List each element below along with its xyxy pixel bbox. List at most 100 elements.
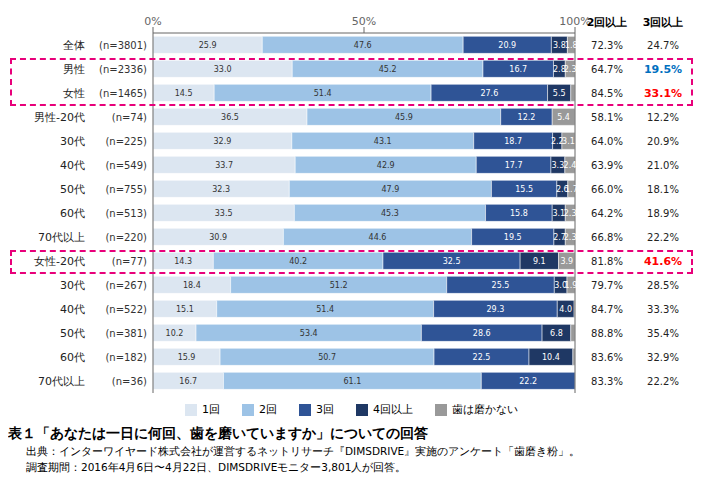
svg-text:72.3%: 72.3%: [591, 40, 623, 51]
svg-text:5.5: 5.5: [553, 89, 566, 98]
svg-text:男性-20代: 男性-20代: [34, 111, 85, 124]
svg-text:2.3: 2.3: [564, 209, 577, 218]
svg-text:79.7%: 79.7%: [591, 280, 623, 291]
svg-text:12.2%: 12.2%: [647, 112, 679, 123]
svg-text:14.3: 14.3: [174, 257, 192, 266]
svg-text:70代以上: 70代以上: [38, 231, 85, 244]
svg-text:全体: 全体: [63, 39, 85, 52]
svg-text:0%: 0%: [144, 15, 161, 28]
svg-text:4.0: 4.0: [559, 305, 572, 314]
svg-text:64.0%: 64.0%: [591, 136, 623, 147]
svg-text:16.7: 16.7: [179, 377, 197, 386]
svg-text:33.5: 33.5: [215, 209, 233, 218]
svg-text:32.9%: 32.9%: [647, 352, 679, 363]
svg-text:58.1%: 58.1%: [591, 112, 623, 123]
svg-text:(n=77): (n=77): [112, 256, 147, 267]
svg-text:6.8: 6.8: [550, 329, 563, 338]
svg-text:18.9%: 18.9%: [647, 208, 679, 219]
svg-text:81.8%: 81.8%: [591, 256, 623, 267]
svg-text:64.2%: 64.2%: [591, 208, 623, 219]
svg-text:(n=381): (n=381): [105, 328, 147, 339]
svg-text:21.0%: 21.0%: [647, 160, 679, 171]
svg-text:70代以上: 70代以上: [38, 375, 85, 388]
svg-text:42.9: 42.9: [377, 161, 395, 170]
svg-text:3.3: 3.3: [552, 161, 565, 170]
svg-text:1.7: 1.7: [565, 185, 578, 194]
svg-text:30代: 30代: [60, 279, 85, 292]
svg-text:33.3%: 33.3%: [647, 304, 679, 315]
svg-text:60代: 60代: [60, 351, 85, 364]
svg-text:(n=1465): (n=1465): [99, 88, 147, 99]
svg-text:22.2%: 22.2%: [647, 376, 679, 387]
svg-text:32.3: 32.3: [212, 185, 230, 194]
svg-text:女性: 女性: [63, 87, 85, 100]
svg-text:45.9: 45.9: [395, 113, 413, 122]
svg-text:22.5: 22.5: [473, 353, 491, 362]
svg-text:63.9%: 63.9%: [591, 160, 623, 171]
svg-text:84.5%: 84.5%: [591, 88, 623, 99]
svg-text:30.9: 30.9: [209, 233, 227, 242]
svg-text:3.9: 3.9: [560, 257, 573, 266]
svg-text:2.3: 2.3: [564, 65, 577, 74]
svg-text:19.5%: 19.5%: [644, 63, 682, 76]
svg-text:83.6%: 83.6%: [591, 352, 623, 363]
svg-text:32.5: 32.5: [443, 257, 461, 266]
svg-text:35.4%: 35.4%: [647, 328, 679, 339]
svg-text:40.2: 40.2: [289, 257, 307, 266]
svg-text:(n=220): (n=220): [105, 232, 147, 243]
svg-text:28.5%: 28.5%: [647, 280, 679, 291]
svg-text:9.1: 9.1: [533, 257, 546, 266]
svg-text:36.5: 36.5: [221, 113, 239, 122]
svg-text:(n=225): (n=225): [105, 136, 147, 147]
svg-text:(n=182): (n=182): [105, 352, 147, 363]
svg-text:51.4: 51.4: [316, 305, 334, 314]
svg-text:3.8: 3.8: [553, 41, 566, 50]
svg-text:83.3%: 83.3%: [591, 376, 623, 387]
svg-text:1.8: 1.8: [565, 41, 578, 50]
svg-text:51.2: 51.2: [330, 281, 348, 290]
svg-text:12.2: 12.2: [518, 113, 536, 122]
svg-text:22.2: 22.2: [519, 377, 537, 386]
svg-text:15.9: 15.9: [178, 353, 196, 362]
svg-text:女性-20代: 女性-20代: [34, 255, 85, 268]
svg-text:18.1%: 18.1%: [647, 184, 679, 195]
svg-text:16.7: 16.7: [509, 65, 527, 74]
svg-text:17.7: 17.7: [505, 161, 523, 170]
svg-text:(n=74): (n=74): [112, 112, 147, 123]
svg-text:14.5: 14.5: [175, 89, 193, 98]
svg-text:30代: 30代: [60, 135, 85, 148]
svg-text:29.3: 29.3: [487, 305, 505, 314]
svg-text:84.7%: 84.7%: [591, 304, 623, 315]
svg-text:50%: 50%: [352, 15, 376, 28]
svg-text:50.7: 50.7: [318, 353, 336, 362]
svg-text:43.1: 43.1: [374, 137, 392, 146]
svg-text:47.6: 47.6: [354, 41, 372, 50]
svg-text:20.9: 20.9: [498, 41, 516, 50]
svg-text:22.2%: 22.2%: [647, 232, 679, 243]
svg-text:(n=2336): (n=2336): [99, 64, 147, 75]
svg-text:45.3: 45.3: [381, 209, 399, 218]
svg-text:33.0: 33.0: [214, 65, 232, 74]
svg-text:45.2: 45.2: [379, 65, 397, 74]
svg-text:27.6: 27.6: [480, 89, 498, 98]
svg-text:(n=267): (n=267): [105, 280, 147, 291]
svg-text:(n=549): (n=549): [105, 160, 147, 171]
svg-text:3.1: 3.1: [562, 137, 575, 146]
svg-text:66.0%: 66.0%: [591, 184, 623, 195]
svg-text:64.7%: 64.7%: [591, 64, 623, 75]
svg-text:60代: 60代: [60, 207, 85, 220]
svg-text:24.7%: 24.7%: [647, 40, 679, 51]
svg-text:40代: 40代: [60, 303, 85, 316]
svg-text:61.1: 61.1: [343, 377, 361, 386]
svg-text:18.4: 18.4: [183, 281, 201, 290]
svg-text:(n=755): (n=755): [105, 184, 147, 195]
svg-text:50代: 50代: [60, 327, 85, 340]
svg-text:15.5: 15.5: [515, 185, 533, 194]
svg-text:40代: 40代: [60, 159, 85, 172]
svg-text:50代: 50代: [60, 183, 85, 196]
svg-text:10.4: 10.4: [542, 353, 560, 362]
svg-text:66.8%: 66.8%: [591, 232, 623, 243]
svg-text:19.5: 19.5: [504, 233, 522, 242]
svg-text:(n=522): (n=522): [105, 304, 147, 315]
svg-text:20.9%: 20.9%: [647, 136, 679, 147]
